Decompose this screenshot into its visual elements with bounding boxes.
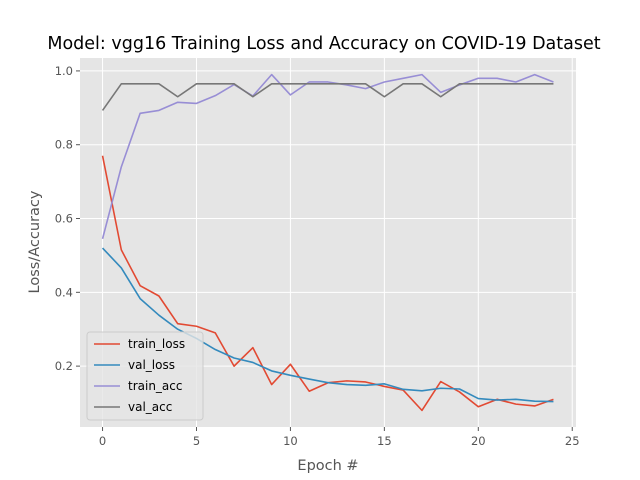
y-tick-label: 1.0 — [55, 64, 73, 78]
legend: train_loss val_loss train_acc val_acc — [86, 331, 204, 421]
legend-label: val_acc — [128, 400, 172, 414]
grid-lines — [80, 58, 576, 427]
y-tick-label: 0.4 — [55, 285, 73, 299]
chart-title: Model: vgg16 Training Loss and Accuracy … — [47, 34, 600, 54]
series-line-val-acc — [101, 83, 554, 111]
axes: 0 5 10 15 20 25 0.2 0.4 0.6 0.8 1.0 — [55, 64, 580, 448]
series-line-train-acc — [101, 73, 554, 240]
series-line-val-loss — [101, 247, 554, 403]
legend-box — [86, 331, 204, 421]
legend-label: train_loss — [128, 337, 185, 351]
series-lines — [101, 73, 554, 412]
x-tick-label: 10 — [283, 434, 298, 448]
x-tick-label: 5 — [193, 434, 200, 448]
x-tick-label: 0 — [99, 434, 106, 448]
legend-label: val_loss — [128, 358, 175, 372]
y-axis-label: Loss/Accuracy — [27, 190, 43, 293]
x-tick-label: 15 — [377, 434, 392, 448]
legend-label: train_acc — [128, 379, 182, 393]
y-tick-label: 0.6 — [55, 212, 73, 226]
y-tick-label: 0.8 — [55, 138, 73, 152]
x-tick-label: 20 — [471, 434, 486, 448]
y-tick-label: 0.2 — [55, 359, 73, 373]
x-axis-label: Epoch # — [297, 458, 358, 474]
x-tick-label: 25 — [565, 434, 580, 448]
